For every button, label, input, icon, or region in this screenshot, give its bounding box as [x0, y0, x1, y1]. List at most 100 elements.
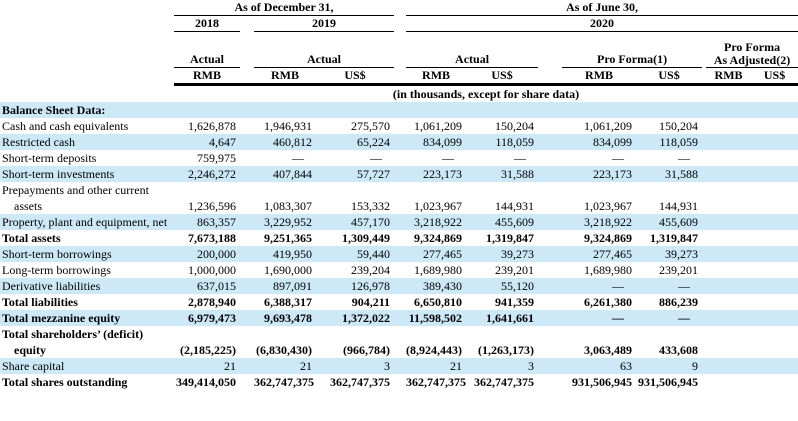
- cell-value: 941,359: [495, 295, 535, 309]
- row-label: Balance Sheet Data:: [0, 102, 174, 118]
- column-gap: [538, 134, 563, 150]
- label-column-spacer: [0, 41, 174, 68]
- cell-value: [706, 102, 752, 118]
- column-gap: [394, 278, 407, 294]
- column-gap: [240, 182, 254, 214]
- cell-value: 6,261,380: [584, 295, 633, 309]
- cell-value: 362,747,375: [254, 375, 314, 389]
- cell-value: 1,236,596: [188, 199, 236, 213]
- currency-2018-rmb: RMB: [174, 67, 240, 86]
- cell-value: [316, 102, 395, 118]
- column-gap: [702, 246, 707, 262]
- cell-value: 419,950: [254, 246, 316, 262]
- cell-value: 239,201: [495, 263, 535, 277]
- column-gap: [394, 214, 407, 230]
- cell-value: 362,747,375: [406, 375, 467, 389]
- cell-value: [751, 358, 798, 374]
- cell-value: 637,015: [174, 278, 240, 294]
- cell-value: 460,812: [254, 134, 316, 150]
- column-gap: [702, 134, 707, 150]
- year-2020: 2020: [406, 15, 798, 32]
- cell-value: 2,246,272: [174, 166, 240, 182]
- cell-value: 457,170: [316, 214, 395, 230]
- year-2018: 2018: [174, 15, 240, 32]
- cell-value: —: [636, 310, 703, 326]
- cell-value: [706, 262, 751, 278]
- column-gap: [240, 67, 254, 86]
- column-gap: [240, 294, 254, 310]
- cell-value: 1,689,980: [584, 263, 633, 277]
- currency-2019-usd: US$: [316, 67, 395, 86]
- cell-value: [706, 166, 752, 182]
- cell-value: 362,747,375: [474, 375, 535, 389]
- column-gap: [240, 374, 254, 390]
- column-gap: [394, 182, 406, 214]
- table-row: Balance Sheet Data:: [0, 102, 798, 118]
- column-gap: [538, 214, 563, 230]
- scenario-pro-forma-as-adjusted: Pro Forma As Adjusted(2): [706, 41, 798, 68]
- cell-value: 1,641,661: [466, 310, 539, 326]
- row-label: Long-term borrowings: [2, 263, 111, 277]
- column-gap: [538, 41, 562, 68]
- column-gap: [394, 67, 407, 86]
- column-gap: [240, 262, 254, 278]
- cell-value: 834,099: [406, 134, 467, 150]
- table-row: Total liabilities 2,878,940 6,388,317 904,2…: [0, 294, 798, 310]
- cell-value: [706, 246, 752, 262]
- cell-value: —: [678, 151, 691, 165]
- column-gap: [538, 262, 562, 278]
- cell-value: 3,218,922: [562, 214, 637, 230]
- column-gap: [394, 310, 407, 326]
- balance-sheet-table: As of December 31, As of June 30, 2018 2…: [0, 0, 798, 390]
- table-header: As of December 31, As of June 30, 2018 2…: [0, 0, 798, 102]
- column-gap: [538, 374, 562, 390]
- cell-value: [751, 182, 798, 214]
- cell-value: 1,000,000: [188, 263, 236, 277]
- column-gap: [240, 326, 254, 358]
- scenario-pro-forma: Pro Forma(1): [562, 41, 703, 68]
- cell-value: —: [514, 151, 527, 165]
- cell-value: 55,120: [466, 278, 539, 294]
- column-gap: [394, 246, 407, 262]
- cell-value: [706, 150, 751, 166]
- cell-value: (1,263,173): [478, 343, 535, 357]
- cell-value: [751, 326, 798, 358]
- cell-value: —: [562, 278, 637, 294]
- column-gap: [702, 166, 707, 182]
- column-gap: [538, 246, 563, 262]
- cell-value: 3,063,489: [584, 343, 633, 357]
- column-gap: [702, 358, 707, 374]
- column-gap: [538, 326, 562, 358]
- column-gap: [538, 294, 562, 310]
- column-gap: [240, 134, 254, 150]
- cell-value: [751, 278, 798, 294]
- header-spacer: [0, 32, 798, 42]
- cell-value: 3: [316, 358, 395, 374]
- cell-value: 6,388,317: [264, 295, 312, 309]
- row-label: Total liabilities: [2, 295, 78, 309]
- label-column-spacer: [0, 0, 174, 16]
- cell-value: [751, 118, 798, 134]
- cell-value: (8,924,443): [406, 343, 463, 357]
- cell-value: 1,690,000: [264, 263, 312, 277]
- cell-value: 1,023,967: [584, 199, 633, 213]
- row-label: Property, plant and equipment, net: [0, 214, 174, 230]
- table-row: Total shares outstanding 349,414,050 362,7…: [0, 374, 798, 390]
- cell-value: 21: [174, 358, 240, 374]
- cell-value: 144,931: [495, 199, 535, 213]
- cell-value: 9,324,869: [584, 231, 633, 245]
- cell-value: [751, 150, 798, 166]
- cell-value: 904,211: [351, 295, 391, 309]
- cell-value: 9,693,478: [254, 310, 316, 326]
- cell-value: 1,946,931: [264, 119, 312, 133]
- column-gap: [702, 278, 707, 294]
- scenario-row: Actual Actual Actual Pro Forma(1) Pro Fo…: [0, 41, 798, 68]
- cell-value: [751, 246, 798, 262]
- cell-value: (966,784): [343, 343, 391, 357]
- column-gap: [538, 118, 562, 134]
- column-gap: [240, 358, 254, 374]
- balance-sheet-body: Balance Sheet Data: Cash and cash equival…: [0, 102, 798, 390]
- column-gap: [702, 67, 707, 86]
- column-gap: [538, 278, 563, 294]
- column-gap: [394, 230, 406, 246]
